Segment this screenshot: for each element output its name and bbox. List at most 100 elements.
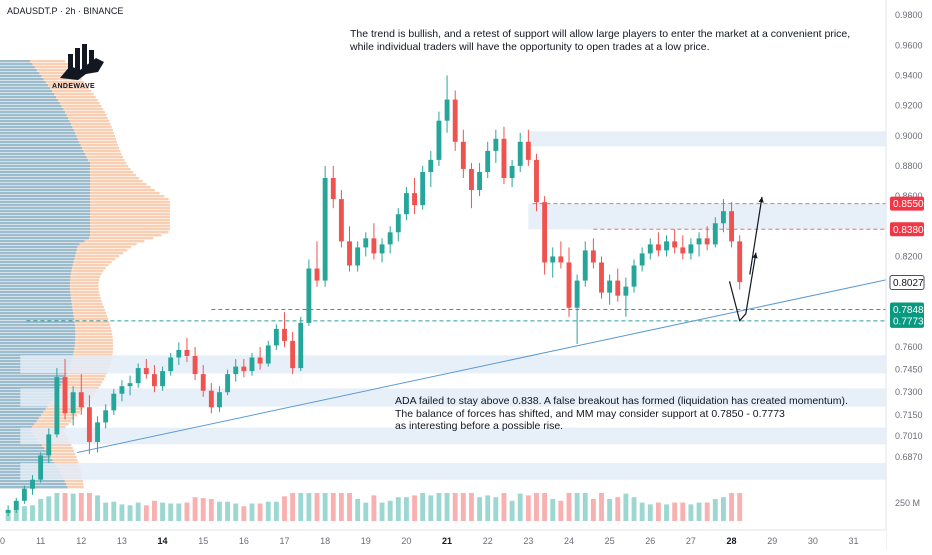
time-tick-label: 12 <box>76 536 86 546</box>
price-tick-label: 0.7450 <box>895 365 923 375</box>
volume-bar <box>599 493 604 521</box>
volume-bar <box>70 493 76 521</box>
price-tick-label: 0.8800 <box>895 161 923 171</box>
candle-body <box>729 211 734 242</box>
volume-bar <box>501 493 507 521</box>
profile-bar-buy <box>0 189 90 192</box>
volume-bar <box>135 502 141 521</box>
candle-body <box>103 410 109 423</box>
volume-profile <box>0 60 170 489</box>
volume-bar <box>371 495 377 521</box>
time-tick-label: 15 <box>198 536 208 546</box>
volume-bar <box>152 500 157 521</box>
candle-body <box>371 238 377 254</box>
volume-bar <box>298 493 304 521</box>
volume-bar <box>420 493 426 521</box>
volume-bar <box>5 510 11 521</box>
time-tick-label: 14 <box>158 536 168 546</box>
profile-bar-buy <box>0 198 90 201</box>
volume-bar <box>737 493 743 521</box>
candle-body <box>574 280 580 308</box>
time-tick-label: 29 <box>767 536 777 546</box>
volume-bar <box>639 502 645 521</box>
candle-body <box>290 340 296 369</box>
volume-bar <box>428 495 434 521</box>
profile-bar-buy <box>0 273 71 276</box>
candle-body <box>233 366 239 375</box>
profile-bar-buy <box>0 216 90 219</box>
volume-bar <box>314 493 320 521</box>
volume-bar <box>477 497 483 521</box>
profile-bar-buy <box>0 459 53 462</box>
profile-bar-buy <box>0 312 74 315</box>
time-tick-label: 24 <box>564 536 574 546</box>
profile-bar-buy <box>0 60 31 63</box>
volume-bar <box>217 501 222 521</box>
price-tick-label: 0.9600 <box>895 40 923 50</box>
profile-bar-buy <box>0 105 62 108</box>
profile-bar-buy <box>0 336 76 339</box>
candle-body <box>30 479 35 489</box>
profile-bar-buy <box>0 201 90 204</box>
volume-bar <box>257 503 263 521</box>
candle-body <box>395 214 401 233</box>
profile-bar-buy <box>0 90 53 93</box>
price-tick-label: 0.9400 <box>895 70 923 80</box>
profile-bar-buy <box>0 153 85 156</box>
volume-bar <box>241 506 247 521</box>
profile-bar-buy <box>0 96 57 99</box>
candle-body <box>712 223 718 245</box>
profile-bar-buy <box>0 246 78 249</box>
candle-body <box>184 349 190 357</box>
volume-bar <box>558 500 564 521</box>
volume-bar <box>485 495 491 521</box>
profile-bar-buy <box>0 195 90 198</box>
profile-bar-buy <box>0 333 76 336</box>
profile-bar-buy <box>0 237 89 240</box>
time-tick-label: 22 <box>483 536 493 546</box>
profile-bar-sell <box>0 423 69 426</box>
profile-bar-buy <box>0 252 76 255</box>
price-badge-label: 0.7848 <box>893 305 924 316</box>
time-tick-label: 13 <box>117 536 127 546</box>
profile-bar-buy <box>0 327 76 330</box>
candle-body <box>737 241 743 283</box>
candle-body <box>647 244 653 254</box>
candle-body <box>696 238 702 245</box>
candle-body <box>338 199 344 242</box>
profile-bar-buy <box>0 270 72 273</box>
candle-body <box>70 392 76 414</box>
candle-body <box>176 349 182 358</box>
profile-bar-buy <box>0 171 90 174</box>
volume-bar <box>403 497 409 521</box>
profile-bar-buy <box>0 330 76 333</box>
candle-body <box>525 141 531 160</box>
profile-bar-buy <box>0 99 58 102</box>
volume-bar <box>290 493 296 521</box>
volume-bar <box>493 497 499 521</box>
candle-body <box>420 171 426 206</box>
projection-arrow-2 <box>749 196 763 275</box>
candle-body <box>452 99 458 142</box>
profile-bar-buy <box>0 291 71 294</box>
volume-bar <box>143 505 149 521</box>
volume-bar <box>273 501 279 521</box>
candle-body <box>688 244 694 254</box>
profile-bar-buy <box>0 87 51 90</box>
volume-bar <box>452 493 458 521</box>
price-badge <box>890 313 924 328</box>
profile-bar-buy <box>0 339 76 342</box>
profile-bar-buy <box>0 354 74 357</box>
profile-bar-buy <box>0 78 44 81</box>
candle-body <box>62 377 68 414</box>
candle-body <box>95 422 100 442</box>
volume-bar <box>347 493 352 521</box>
volume-bar <box>550 499 556 521</box>
candle-body <box>566 262 572 308</box>
profile-bar-buy <box>0 384 61 387</box>
projection-arrow-2-head <box>758 196 764 203</box>
profile-bar-buy <box>0 432 33 435</box>
volume-bar <box>119 504 125 521</box>
volume-bar <box>330 493 336 521</box>
profile-bar-buy <box>0 141 80 144</box>
